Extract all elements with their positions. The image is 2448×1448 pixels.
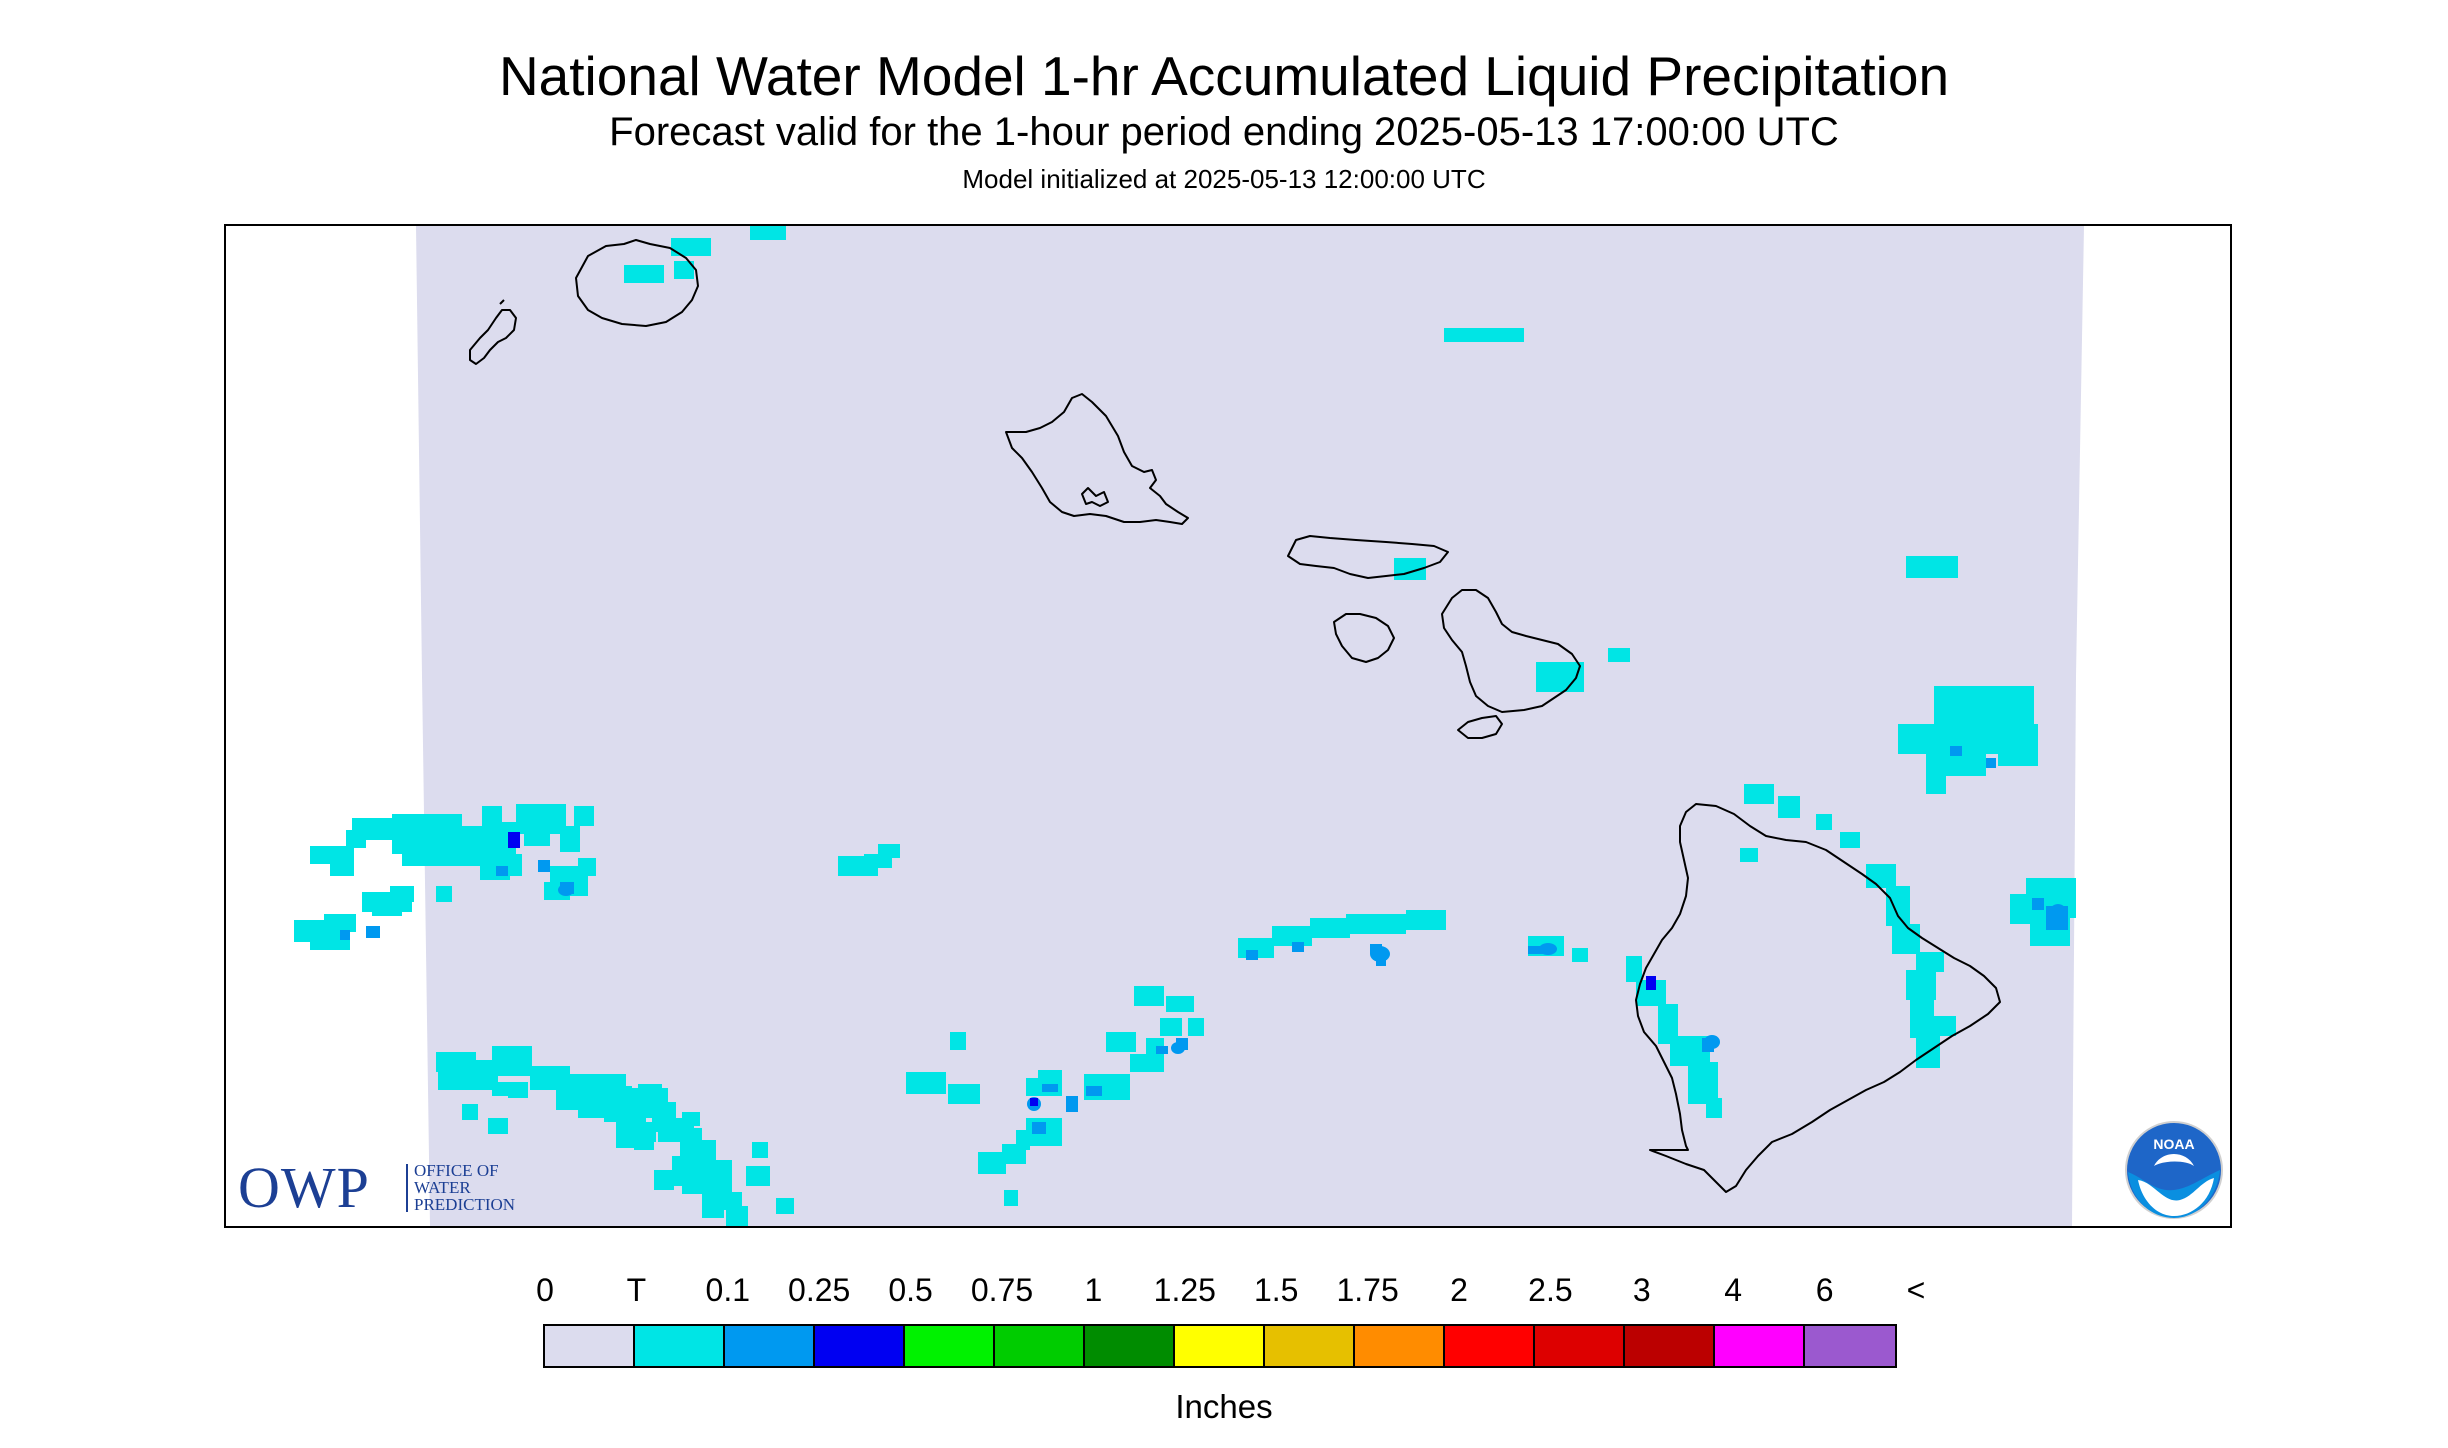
coastline-kahoolawe [1457,715,1503,739]
noaa-logo: NOAA [2125,1121,2223,1219]
model-init-text: Model initialized at 2025-05-13 12:00:00… [962,164,1486,194]
legend-swatch [815,1326,905,1366]
legend-swatch [905,1326,995,1366]
legend-label: 0.75 [970,1272,1034,1308]
legend-label: 4 [1724,1272,1743,1308]
owp-logo-divider [406,1164,408,1212]
legend-swatch [995,1326,1085,1366]
coastline-kauai [575,239,699,327]
legend-label: 1.5 [1253,1272,1299,1308]
coastline-molokai [1287,535,1449,579]
legend-swatch [1175,1326,1265,1366]
coastline-lanai [1333,613,1395,663]
legend-label: 1.75 [1336,1272,1399,1308]
map-canvas [294,226,2084,1226]
legend-swatch [635,1326,725,1366]
map-subtitle: Forecast valid for the 1-hour period end… [609,110,1839,154]
coastline-big-island [1635,803,2001,1193]
legend-swatch [1805,1326,1895,1366]
legend-swatch [1085,1326,1175,1366]
legend-label: 2 [1450,1272,1468,1308]
legend-label: 1.25 [1153,1272,1216,1308]
coastline-oahu [1005,393,1189,525]
owp-logo-line2: WATER [414,1178,471,1197]
coastline-maui [1441,589,1581,713]
legend-swatch [1625,1326,1715,1366]
legend-swatch [725,1326,815,1366]
legend-swatch [1715,1326,1805,1366]
legend-label: 0.25 [788,1272,851,1308]
owp-logo-subtext: OFFICE OF WATER PREDICTION [414,1162,515,1213]
legend-label: 0.5 [888,1272,933,1308]
noaa-logo-text: NOAA [2153,1136,2194,1152]
owp-logo-line1: OFFICE OF [414,1161,499,1180]
model-domain [416,226,2084,1226]
legend-color-bar [543,1324,1897,1368]
precip-light-spots [558,884,2068,1111]
legend-units: Inches [1175,1388,1273,1425]
legend-label: 0 [536,1272,554,1308]
legend-label: 6 [1815,1272,1834,1308]
legend-label: T [626,1272,647,1308]
owp-logo: OWP OFFICE OF WATER PREDICTION [238,1155,568,1220]
legend-label: 1 [1084,1272,1103,1308]
coastlines [469,239,2001,1193]
map-title: National Water Model 1-hr Accumulated Li… [498,45,1950,107]
legend-label: 0.1 [705,1272,751,1308]
legend-swatch [1265,1326,1355,1366]
legend-swatch [545,1326,635,1366]
legend-label: 2.5 [1528,1272,1573,1308]
legend-label: < [1906,1272,1926,1308]
precipitation-map [224,224,2232,1228]
coastline-niihau [469,299,517,365]
legend-swatch [1355,1326,1445,1366]
precip-moderate-layer [508,832,1656,1106]
legend-swatch [1445,1326,1535,1366]
owp-logo-text: OWP [238,1155,370,1220]
coastline-pearl-harbor [1081,487,1109,507]
legend-swatch [1535,1326,1625,1366]
owp-logo-line3: PREDICTION [414,1195,516,1214]
legend-labels: 0 T 0.1 0.25 0.5 0.75 1 1.25 1.5 1.75 2 2.5 3 4 6 < [0,1272,2448,1312]
legend-label: 3 [1632,1272,1651,1308]
